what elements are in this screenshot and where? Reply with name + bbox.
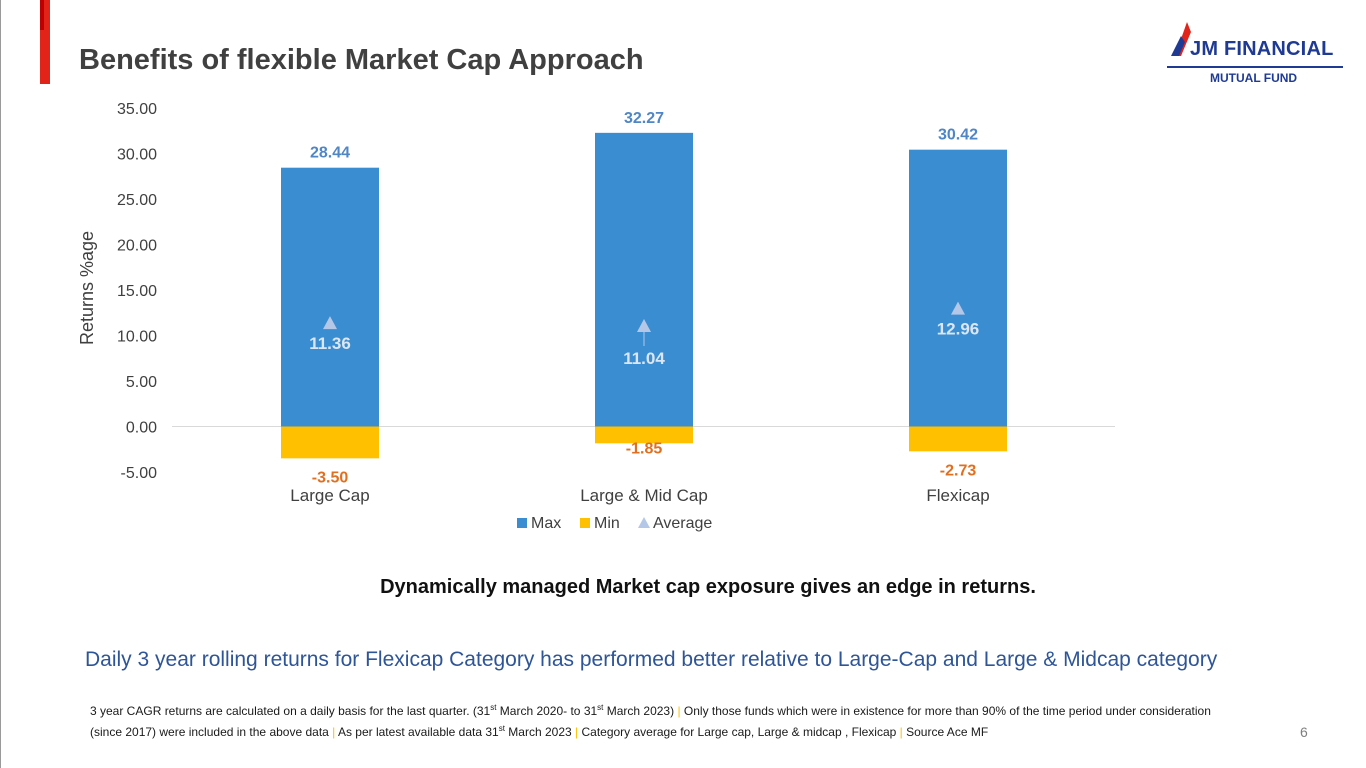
chart-legend: Max Min Average <box>517 515 712 532</box>
bar-max <box>281 167 379 427</box>
min-data-label: -2.73 <box>940 462 977 479</box>
max-data-label: 28.44 <box>310 145 350 162</box>
footnote-part: Only those funds which were in existence… <box>90 704 1211 739</box>
bar-min <box>909 426 1007 452</box>
slide-accent-bar-dark <box>40 0 44 30</box>
bars: 28.44 -3.50 11.36 Large Cap 32.27 -1.85 11.04 L… <box>281 110 1007 505</box>
average-marker <box>323 316 337 330</box>
footnote-part: March 2023 <box>504 725 576 739</box>
legend-min-swatch <box>580 518 590 528</box>
legend-average-label: Average <box>653 515 712 532</box>
logo-divider <box>1167 66 1343 68</box>
bar-min <box>595 426 693 444</box>
legend-max-label: Max <box>531 515 561 532</box>
slide-title: Benefits of flexible Market Cap Approach <box>79 44 644 76</box>
headline: Dynamically managed Market cap exposure … <box>380 576 1036 598</box>
min-data-label: -1.85 <box>626 440 663 457</box>
y-tick-label: 10.00 <box>117 329 157 346</box>
y-axis: 35.00 30.00 25.00 20.00 15.00 10.00 5.00 0.00 -5… <box>117 101 157 482</box>
legend-min-label: Min <box>594 515 620 532</box>
x-category-label: Large Cap <box>290 486 369 505</box>
slide-left-border <box>0 0 1 768</box>
page-number: 6 <box>1300 724 1308 740</box>
footnote-separator: | <box>332 725 336 739</box>
bar-max <box>909 149 1007 427</box>
footnote-part: March 2020- to 31 <box>496 704 598 718</box>
footnote: 3 year CAGR returns are calculated on a … <box>90 699 1220 741</box>
jm-logo-mark-icon <box>1171 22 1191 56</box>
y-tick-label: 0.00 <box>126 420 157 437</box>
x-category-label: Flexicap <box>926 486 989 505</box>
footnote-part: Source Ace MF <box>902 725 989 739</box>
y-tick-label: 25.00 <box>117 192 157 209</box>
max-data-label: 32.27 <box>624 110 664 127</box>
legend-max-swatch <box>517 518 527 528</box>
average-marker <box>951 301 965 315</box>
footnote-part: Category average for Large cap, Large & … <box>578 725 900 739</box>
legend-average-marker <box>638 517 650 528</box>
y-tick-label: 30.00 <box>117 147 157 164</box>
footnote-separator: | <box>677 704 681 718</box>
returns-chart: 35.00 30.00 25.00 20.00 15.00 10.00 5.00 0.00 -5… <box>77 101 1115 532</box>
bar-max <box>595 132 693 427</box>
jm-financial-logo: JM FINANCIAL MUTUAL FUND <box>1163 20 1348 90</box>
min-data-label: -3.50 <box>312 469 349 486</box>
footnote-sup: st <box>490 703 497 712</box>
footnote-separator: | <box>575 725 579 739</box>
y-tick-label: 15.00 <box>117 283 157 300</box>
footnote-part: 3 year CAGR returns are calculated on a … <box>90 704 491 718</box>
average-data-label: 11.04 <box>623 349 665 368</box>
footnote-separator: | <box>899 725 903 739</box>
y-tick-label: 5.00 <box>126 374 157 391</box>
footnote-part: March 2023) <box>603 704 678 718</box>
logo-subtitle: MUTUAL FUND <box>1210 71 1298 85</box>
slide-accent-bar <box>40 0 50 84</box>
average-data-label: 11.36 <box>309 334 351 353</box>
footnote-sup: st <box>597 703 604 712</box>
y-axis-label: Returns %age <box>77 231 97 345</box>
average-marker <box>637 319 651 333</box>
subheadline: Daily 3 year rolling returns for Flexica… <box>85 648 1218 671</box>
average-data-label: 12.96 <box>937 320 980 339</box>
x-category-label: Large & Mid Cap <box>580 486 708 505</box>
y-tick-label: 35.00 <box>117 101 157 118</box>
footnote-part: As per latest available data 31 <box>335 725 499 739</box>
max-data-label: 30.42 <box>938 127 978 144</box>
footnote-sup: st <box>498 724 505 733</box>
y-tick-label: 20.00 <box>117 238 157 255</box>
y-tick-label: -5.00 <box>121 465 158 482</box>
logo-name: JM FINANCIAL <box>1190 38 1334 60</box>
bar-min <box>281 426 379 459</box>
